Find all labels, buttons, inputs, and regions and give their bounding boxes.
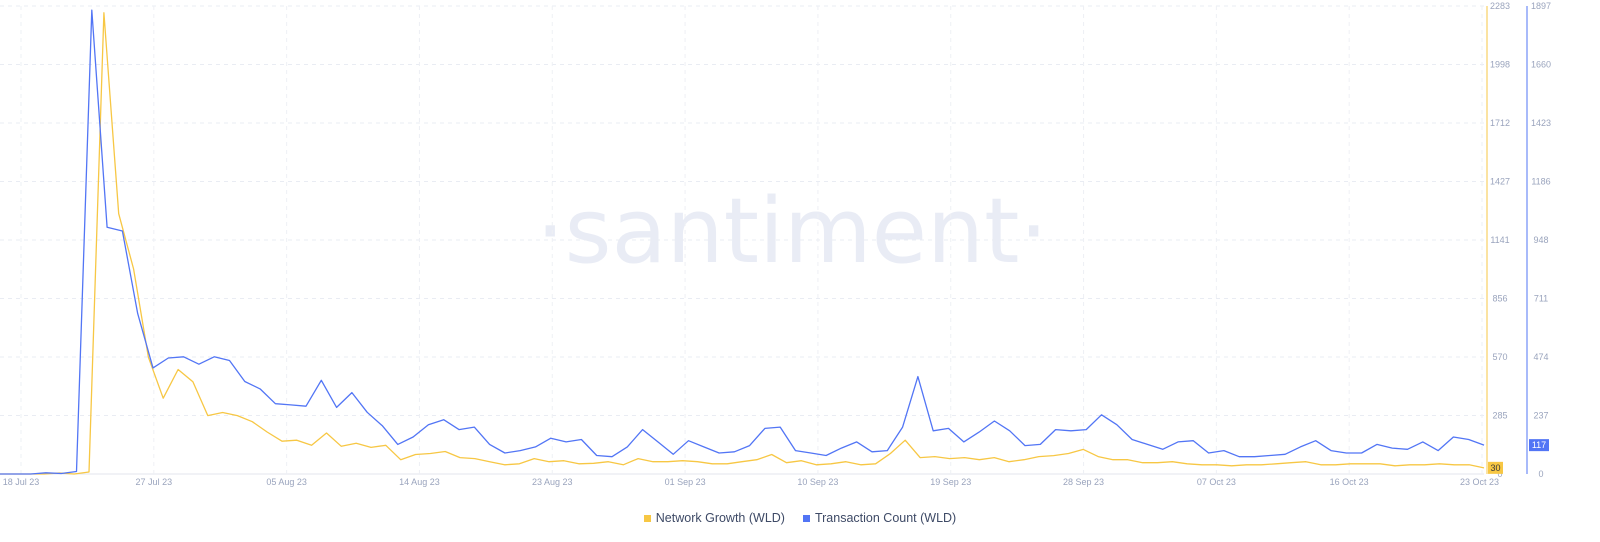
network-growth-line — [0, 12, 1485, 475]
x-axis-tick: 28 Sep 23 — [1063, 477, 1104, 487]
right-axis-tick: 474 — [1533, 352, 1548, 362]
network-growth-swatch — [643, 514, 651, 522]
legend-label-network-growth: Network Growth (WLD) — [655, 511, 785, 525]
left-axis-tick: 1998 — [1490, 60, 1510, 70]
right-axis-tick: 711 — [1534, 294, 1548, 304]
right-axis-tick: 948 — [1533, 235, 1548, 245]
legend-label-transaction-count: Transaction Count (WLD) — [814, 511, 957, 525]
left-axis-tick: 1712 — [1490, 118, 1510, 128]
right-axis-tick: 237 — [1533, 411, 1548, 421]
right-axis-tick: 1423 — [1531, 118, 1551, 128]
left-axis-tick: 570 — [1492, 352, 1507, 362]
x-axis-tick: 19 Sep 23 — [930, 477, 971, 487]
x-axis-tick: 07 Oct 23 — [1197, 477, 1236, 487]
transaction-count-line — [0, 9, 1485, 475]
transaction-count-badge — [1529, 439, 1549, 452]
right-axis-tick: 1660 — [1531, 60, 1551, 70]
left-axis: 0 285 570 856 1141 1427 1712 1998 2283 — [1486, 1, 1510, 479]
left-axis-tick: 2283 — [1490, 1, 1510, 11]
right-axis-tick: 1186 — [1531, 177, 1550, 187]
left-axis-tick: 285 — [1492, 411, 1507, 421]
x-axis-tick: 23 Aug 23 — [532, 477, 573, 487]
x-axis-tick: 01 Sep 23 — [665, 477, 706, 487]
left-axis-tick: 1141 — [1490, 235, 1509, 245]
transaction-count-swatch — [802, 514, 810, 522]
x-axis-ticks: 18 Jul 23 27 Jul 23 05 Aug 23 14 Aug 23 23 A… — [3, 477, 1499, 487]
right-axis: 0 237 474 711 948 1186 1423 1660 1897 — [1526, 1, 1551, 479]
x-axis-tick: 16 Oct 23 — [1330, 477, 1369, 487]
x-axis-tick: 23 Oct 23 — [1460, 477, 1499, 487]
right-axis-tick: 0 — [1538, 469, 1543, 479]
network-growth-badge-value: 30 — [1490, 463, 1500, 473]
x-axis-tick: 18 Jul 23 — [3, 477, 40, 487]
x-axis-tick: 14 Aug 23 — [399, 477, 440, 487]
x-axis-tick: 27 Jul 23 — [136, 477, 173, 487]
legend-item-transaction-count[interactable]: Transaction Count (WLD) — [802, 511, 957, 525]
transaction-count-badge-value: 117 — [1532, 440, 1546, 450]
left-axis-tick: 856 — [1492, 294, 1507, 304]
series-lines — [0, 9, 1485, 475]
left-axis-tick: 0 — [1497, 469, 1502, 479]
last-value-badges: 30 117 — [1488, 439, 1549, 474]
x-axis-tick: 05 Aug 23 — [266, 477, 307, 487]
x-axis-tick: 10 Sep 23 — [797, 477, 838, 487]
network-growth-badge — [1488, 461, 1503, 474]
left-axis-tick: 1427 — [1490, 177, 1510, 187]
legend: Network Growth (WLD) Transaction Count (… — [0, 511, 1600, 525]
santiment-watermark: ·santiment· — [536, 179, 1048, 284]
legend-item-network-growth[interactable]: Network Growth (WLD) — [643, 511, 785, 525]
grid — [0, 5, 1484, 475]
right-axis-tick: 1897 — [1531, 1, 1551, 11]
